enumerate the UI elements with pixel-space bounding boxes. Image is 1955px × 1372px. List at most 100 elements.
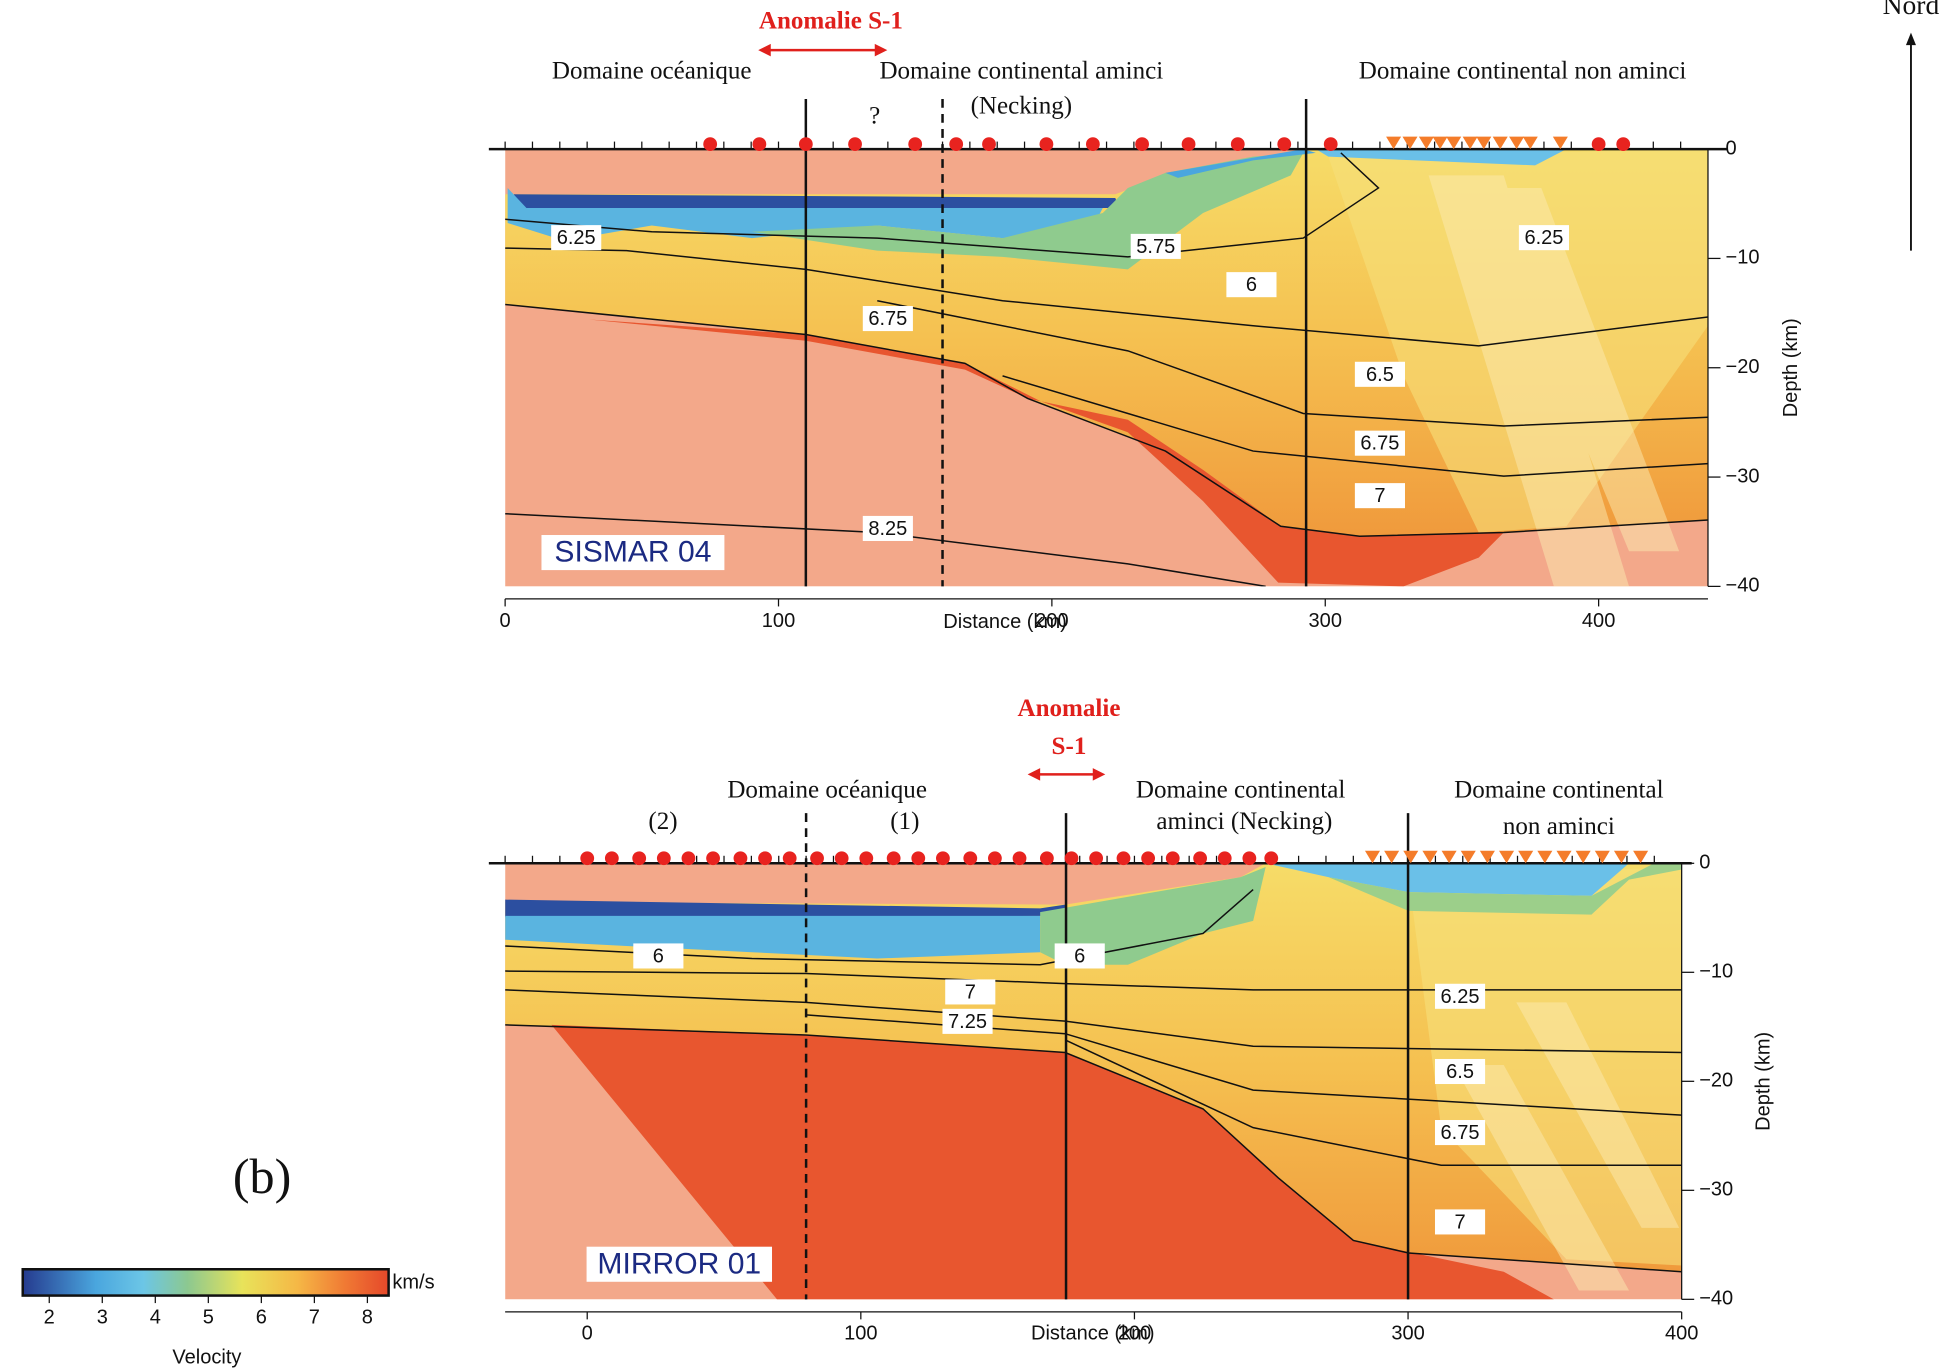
contour-label-box — [633, 943, 684, 969]
station-land — [1446, 136, 1462, 150]
annotation: Domaine continental — [1454, 777, 1663, 804]
station-obs — [733, 851, 748, 866]
contour-label-box — [551, 225, 602, 251]
contour-label: 6.5 — [1366, 364, 1394, 386]
y-tick-label: −40 — [1699, 1288, 1733, 1310]
station-land — [1556, 850, 1572, 864]
profile-label: MIRROR 01 — [597, 1247, 761, 1280]
contour-label-box — [1226, 272, 1277, 298]
station-obs — [982, 137, 996, 151]
x-tick-label: 200 — [1035, 610, 1068, 632]
contour-label-box — [1354, 430, 1405, 456]
north-arrow-head — [1905, 32, 1916, 46]
station-obs — [703, 137, 718, 151]
station-land — [1460, 850, 1476, 864]
y-tick-label: 0 — [1726, 137, 1737, 159]
colorbar — [21, 1268, 390, 1297]
station-obs — [988, 851, 1002, 866]
station-obs — [656, 851, 671, 866]
x-tick-label: 100 — [762, 610, 795, 632]
y-tick-label: −20 — [1699, 1070, 1733, 1092]
contour-label: 6 — [1074, 946, 1085, 968]
station-land — [1402, 136, 1418, 150]
station-obs — [908, 137, 923, 151]
station-land — [1476, 136, 1492, 150]
station-obs — [1217, 851, 1232, 866]
annotation: Domaine océanique — [552, 57, 752, 84]
y-tick-label: −10 — [1699, 961, 1733, 983]
contour-label: 7.25 — [948, 1011, 987, 1033]
annotation: Domaine continental aminci — [879, 57, 1163, 84]
contour-label: 6.5 — [1446, 1061, 1474, 1083]
profile-label-box — [586, 1246, 773, 1282]
station-obs — [1064, 851, 1079, 866]
contour-label: 6.75 — [1360, 433, 1399, 455]
colorbar-tick-label: 4 — [150, 1306, 161, 1328]
x-tick-label: 0 — [582, 1323, 593, 1345]
station-obs — [1085, 137, 1100, 151]
y-tick-label: −30 — [1699, 1179, 1733, 1201]
station-land — [1499, 850, 1515, 864]
x-axis-label: Distance (km) — [943, 611, 1067, 633]
station-obs — [1230, 137, 1245, 151]
annotation: (Necking) — [971, 93, 1073, 120]
station-land — [1633, 850, 1649, 864]
station-obs — [1012, 851, 1027, 866]
contour-label: 8.25 — [868, 518, 907, 540]
station-obs — [1616, 137, 1631, 151]
contour-label-box — [942, 1008, 993, 1034]
contour-label-box — [1354, 361, 1405, 387]
colorbar-tick-label: 5 — [203, 1306, 214, 1328]
station-land — [1518, 850, 1534, 864]
y-tick-label: 0 — [1699, 852, 1710, 874]
colorbar-tick-label: 7 — [309, 1306, 320, 1328]
station-obs — [1591, 137, 1606, 151]
colorbar-tick-label: 6 — [256, 1306, 267, 1328]
contour-label: 6.75 — [1441, 1122, 1480, 1144]
contour-label: 7 — [965, 981, 976, 1003]
colorbar-tick-label: 8 — [362, 1306, 373, 1328]
velocity-model — [505, 863, 1682, 1300]
station-obs — [604, 851, 619, 866]
station-obs — [1165, 851, 1180, 866]
station-obs — [1181, 137, 1196, 151]
annotation: S-1 — [1052, 733, 1087, 760]
station-obs — [706, 851, 720, 866]
station-obs — [936, 851, 950, 866]
contour-label-box — [1054, 943, 1105, 969]
station-land — [1384, 850, 1400, 864]
contour-label-box — [1518, 225, 1570, 251]
x-tick-label: 300 — [1309, 610, 1342, 632]
station-obs — [798, 137, 813, 151]
station-obs — [859, 851, 874, 866]
contour-label-box — [862, 306, 913, 332]
station-obs — [1242, 851, 1257, 866]
annotation: aminci (Necking) — [1156, 808, 1332, 835]
contour-label-box — [1434, 1209, 1486, 1235]
station-land — [1386, 136, 1402, 150]
station-obs — [810, 851, 824, 866]
station-obs — [911, 851, 926, 866]
y-tick-label: −10 — [1726, 247, 1760, 269]
contour-label-box — [1434, 1058, 1486, 1085]
station-obs — [681, 851, 696, 866]
station-land — [1575, 850, 1591, 864]
contour-label: 6.25 — [1524, 227, 1563, 249]
contour-label: 7 — [1454, 1211, 1465, 1233]
north-label: Nord — [1883, 0, 1940, 20]
station-obs — [1323, 137, 1338, 151]
contour-label: 5.75 — [1136, 236, 1175, 258]
profile-label: SISMAR 04 — [554, 536, 711, 569]
x-tick-label: 0 — [500, 610, 511, 632]
colorbar-label: Velocity — [172, 1347, 241, 1369]
station-obs — [1089, 851, 1104, 866]
station-obs — [886, 851, 901, 866]
station-land — [1613, 850, 1629, 864]
annotation: (2) — [648, 808, 677, 835]
annotation: non aminci — [1503, 813, 1615, 840]
station-land — [1594, 850, 1610, 864]
station-land — [1537, 850, 1553, 864]
contour-label: 6 — [1246, 274, 1257, 296]
station-obs — [1193, 851, 1207, 866]
